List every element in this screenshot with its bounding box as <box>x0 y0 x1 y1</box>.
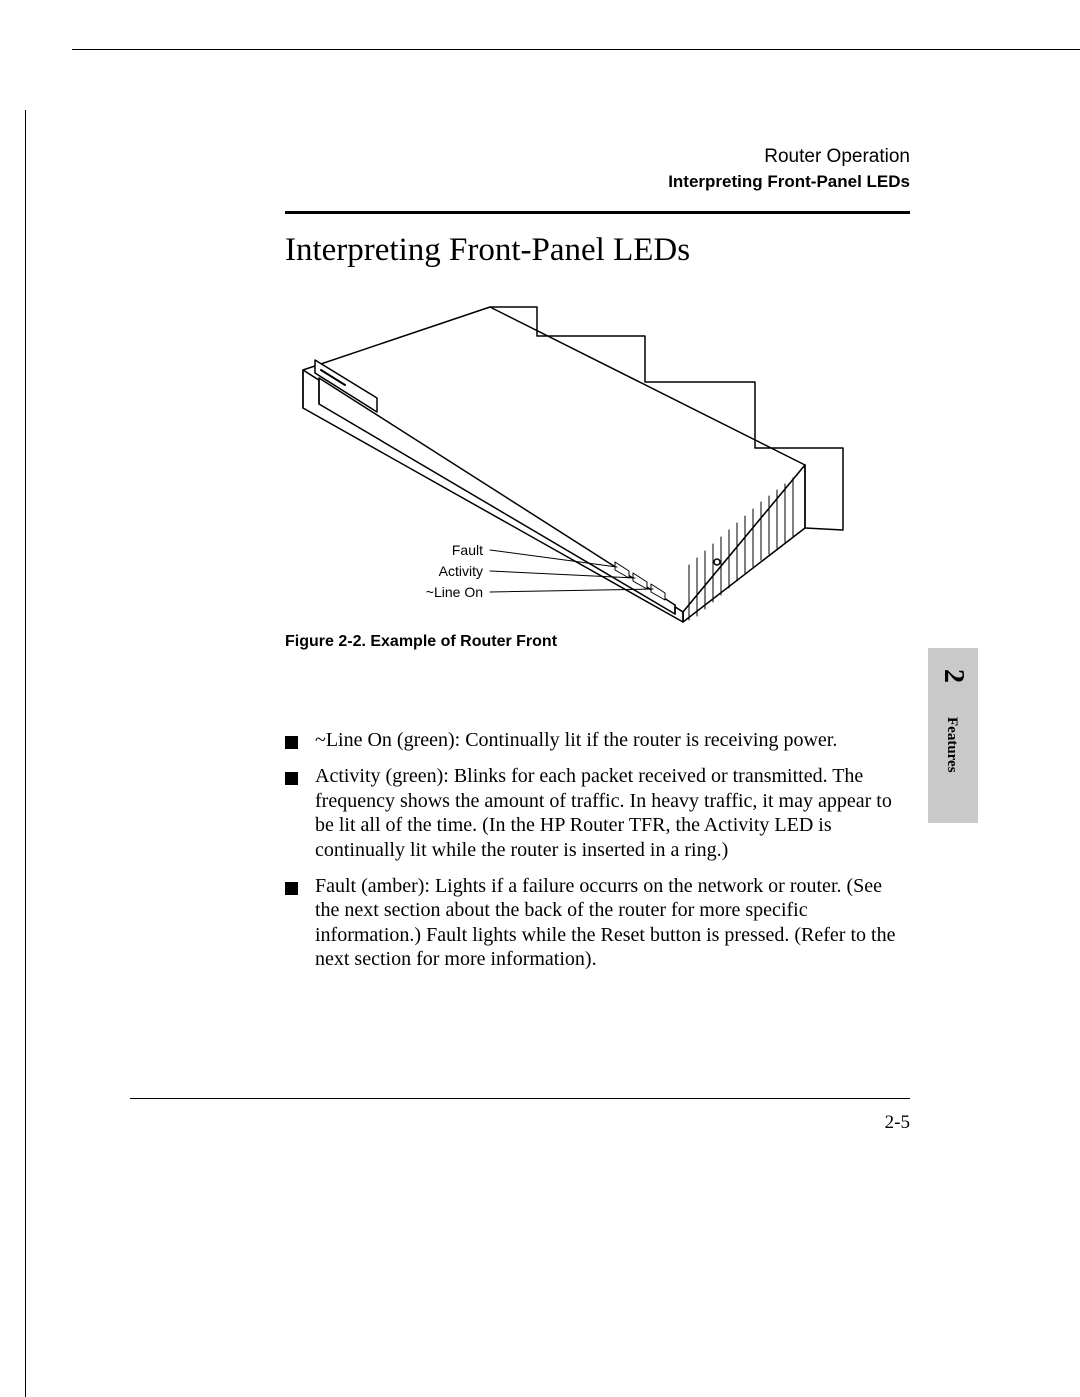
list-item: Fault (amber): Lights if a failure occur… <box>285 874 910 972</box>
led-label-activity: Activity <box>408 561 483 582</box>
list-item: ~Line On (green): Continually lit if the… <box>285 728 910 752</box>
chapter-thumb-label: Features <box>943 717 960 773</box>
list-item-text: Activity (green): Blinks for each packet… <box>315 764 910 862</box>
list-item-text: Fault (amber): Lights if a failure occur… <box>315 874 910 972</box>
running-head-chapter: Router Operation <box>764 146 910 168</box>
led-callout-labels: Fault Activity ~Line On <box>408 540 483 603</box>
list-item: Activity (green): Blinks for each packet… <box>285 764 910 862</box>
section-rule-thick <box>285 211 910 214</box>
figure-caption: Figure 2-2. Example of Router Front <box>285 633 557 651</box>
bullet-square-icon <box>285 882 298 895</box>
running-head-section: Interpreting Front-Panel LEDs <box>668 172 910 192</box>
led-label-fault: Fault <box>408 540 483 561</box>
list-item-text: ~Line On (green): Continually lit if the… <box>315 728 910 752</box>
router-illustration <box>285 300 845 640</box>
page-number: 2-5 <box>885 1112 910 1134</box>
bullet-square-icon <box>285 772 298 785</box>
crop-mark-left <box>25 110 26 1397</box>
led-label-lineon: ~Line On <box>408 582 483 603</box>
led-description-list: ~Line On (green): Continually lit if the… <box>285 728 910 984</box>
footer-rule <box>130 1098 910 1099</box>
section-title: Interpreting Front-Panel LEDs <box>285 232 690 269</box>
bullet-square-icon <box>285 736 298 749</box>
crop-mark-top <box>72 49 1080 50</box>
chapter-thumb-number: 2 <box>937 651 969 701</box>
manual-page: Router Operation Interpreting Front-Pane… <box>0 0 1080 1397</box>
